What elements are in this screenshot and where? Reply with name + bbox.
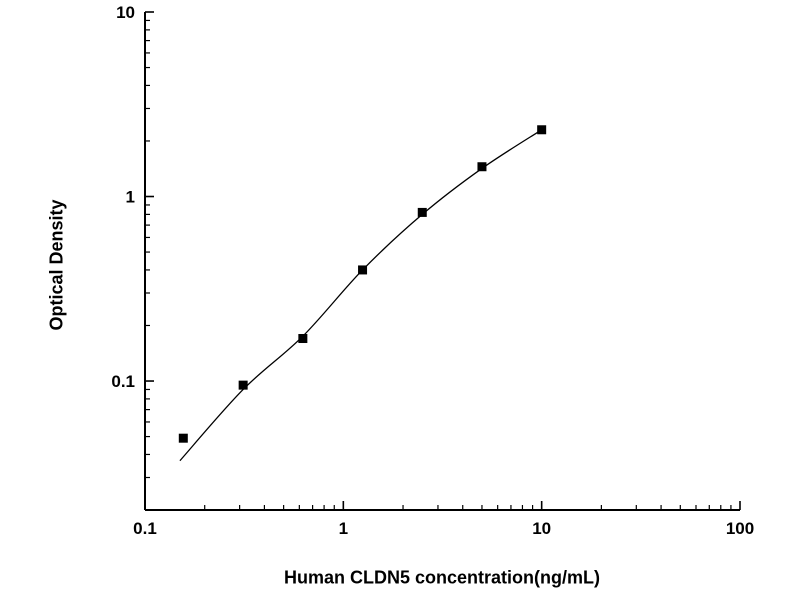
svg-text:0.1: 0.1 xyxy=(133,519,157,538)
data-point-marker xyxy=(238,380,248,390)
axes xyxy=(144,12,740,511)
data-point-marker xyxy=(178,433,188,443)
data-point-marker xyxy=(298,334,308,344)
svg-text:1: 1 xyxy=(339,519,348,538)
svg-text:1: 1 xyxy=(126,188,135,207)
data-point-marker xyxy=(477,162,487,172)
fit-curve xyxy=(179,129,543,462)
svg-text:10: 10 xyxy=(116,3,135,22)
svg-text:10: 10 xyxy=(532,519,551,538)
data-series xyxy=(178,125,547,462)
y-axis-label: Optical Density xyxy=(46,199,67,331)
x-axis-label: Human CLDN5 concentration(ng/mL) xyxy=(283,567,601,588)
axis-ticks xyxy=(144,11,741,511)
data-point-marker xyxy=(417,207,427,217)
tick-labels: 0.1 1 10 100 0.1 1 10 xyxy=(111,3,754,538)
data-point-marker xyxy=(537,125,547,135)
data-point-marker xyxy=(358,265,368,275)
svg-text:100: 100 xyxy=(726,519,754,538)
svg-text:0.1: 0.1 xyxy=(111,372,135,391)
